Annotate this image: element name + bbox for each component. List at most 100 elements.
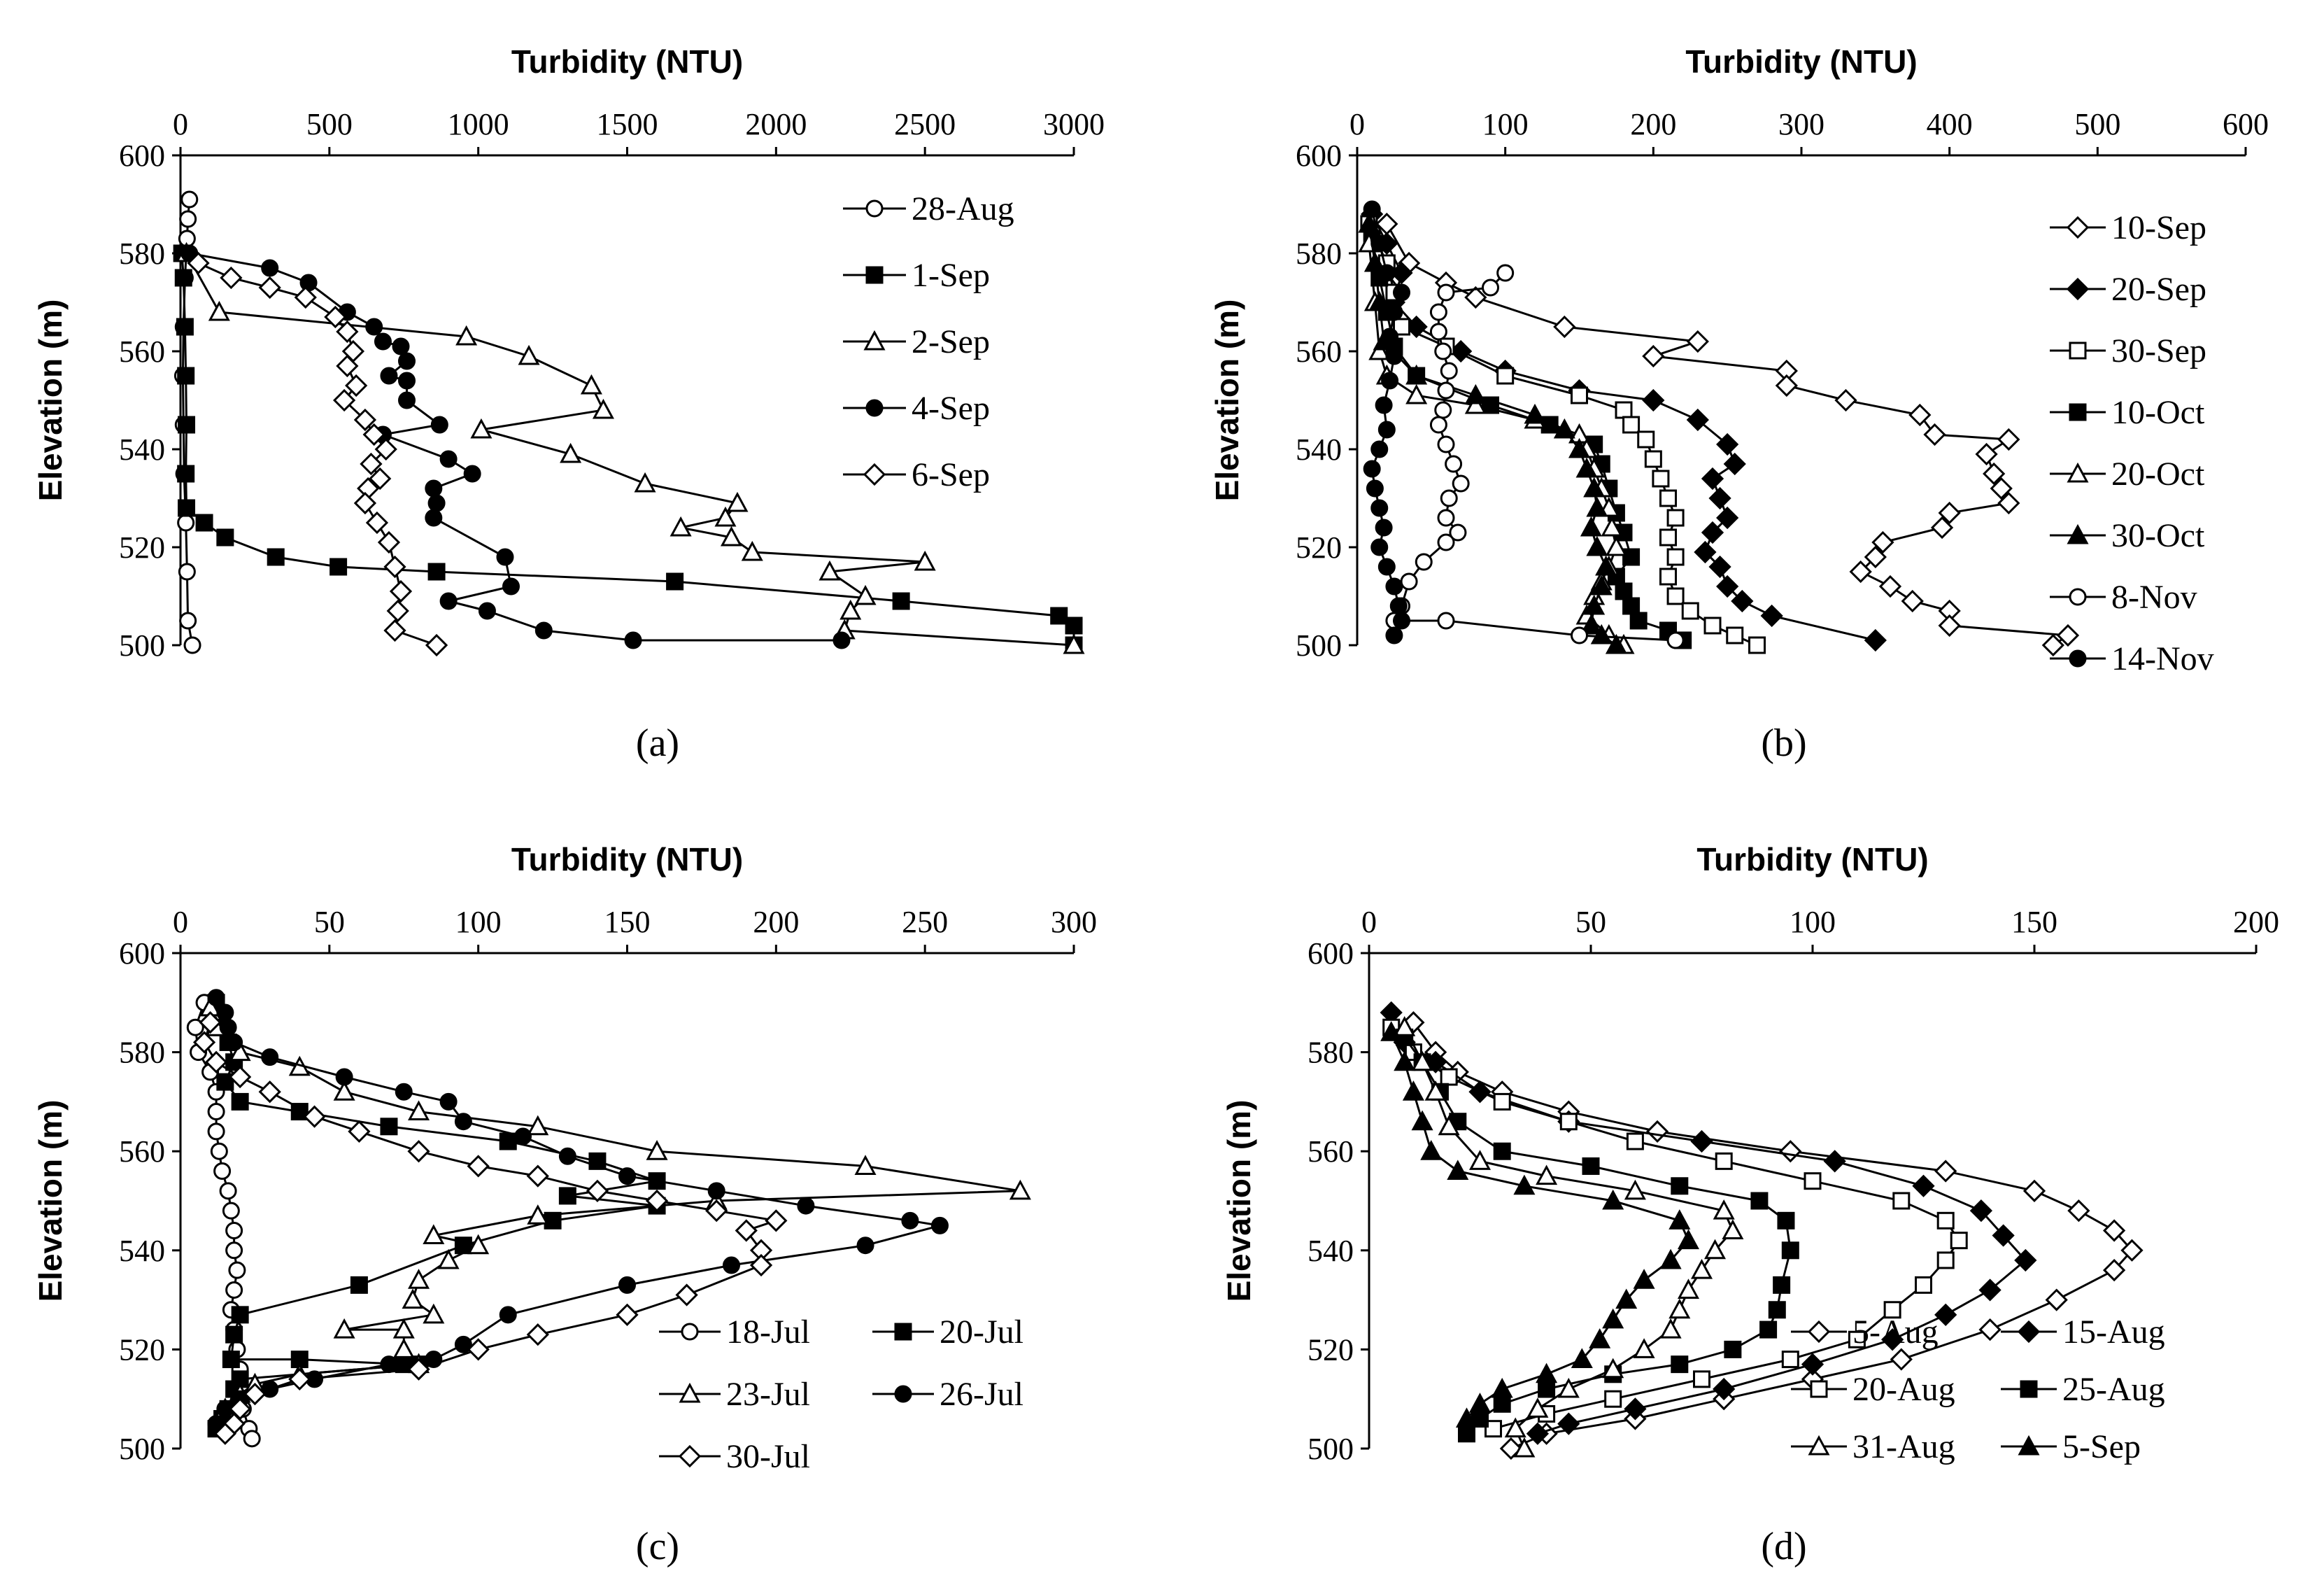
data-point [2102,1258,2126,1282]
x-tick-label: 50 [1575,905,1606,939]
data-point [1978,1278,2001,1302]
data-point [333,1080,355,1101]
data-point [1440,1068,1458,1086]
data-point [1493,1395,1511,1413]
data-point [514,1127,532,1146]
data-point [1701,467,1724,491]
data-point [377,530,401,554]
data-point [353,408,377,432]
data-point [1701,521,1724,544]
data-point [174,269,192,287]
data-point [216,1003,234,1022]
legend-item: 26-Jul [872,1376,1023,1413]
data-point [856,1237,874,1255]
data-point [1605,633,1627,654]
data-point [1370,499,1389,517]
data-point [1997,428,2020,451]
legend-label: 15-Aug [2062,1313,2165,1351]
legend-marker [865,266,884,284]
data-point [1604,1390,1622,1408]
data-point [225,1241,243,1260]
data-point [1694,540,1717,564]
panel-b-chart: 0 100 200 300 400 500 600 500 520 540 560 580 600 Tur… [1209,43,2269,765]
data-point [1553,418,1575,439]
data-point [360,452,383,476]
data-point [1642,388,1665,412]
x-axis-title: Turbidity (NTU) [511,43,743,80]
x-tick-label: 100 [455,905,502,939]
x-tick-label: 0 [1349,107,1365,141]
data-point [1394,1016,1416,1036]
legend-label: 18-Jul [726,1313,810,1351]
data-point [580,374,602,395]
series-6-sep [187,251,448,657]
legend-item: 15-Aug [2001,1313,2165,1351]
legend-label: 5-Aug [1852,1313,1939,1351]
data-point [219,1182,237,1200]
panel-label: (b) [1761,721,1806,765]
legend-label: 30-Sep [2111,332,2206,369]
data-point [1437,533,1455,551]
data-point [225,1221,243,1239]
data-point [1437,509,1455,527]
data-point [425,633,448,657]
legend-marker [865,199,884,218]
data-point [765,1209,788,1232]
data-point [261,1048,279,1066]
panel-a-chart: 0 500 1000 1500 2000 2500 3000 500 520 540 560 580 6… [32,43,1105,765]
data-point [1452,474,1470,493]
series-line [203,1022,777,1435]
data-point [1571,626,1588,644]
data-point [1411,1050,1433,1071]
data-point [439,450,458,468]
data-point [1901,589,1924,613]
data-point [1748,636,1766,654]
data-point [1950,1232,1968,1250]
data-point [425,479,443,498]
data-point [1716,506,1739,530]
y-tick-label: 500 [119,1432,165,1466]
data-point [183,636,201,654]
data-point [1602,1358,1624,1379]
legend-label: 14-Nov [2111,640,2214,677]
data-point [1659,568,1677,586]
data-point [1801,1353,1825,1376]
data-point [186,1018,204,1036]
legend-marker [2067,462,2089,483]
legend-item: 25-Aug [2001,1371,2165,1408]
data-point [1915,1276,1932,1294]
data-point [454,1335,472,1353]
legend-marker [894,1323,912,1341]
data-point [213,1422,236,1445]
data-point [195,514,213,532]
data-point [1393,318,1410,336]
data-point [1582,1157,1600,1175]
legend-label: 20-Aug [1852,1371,1955,1408]
series-line [215,996,940,1425]
series-4-sep [180,244,851,649]
data-point [199,1010,222,1034]
legend-item: 14-Nov [2050,640,2214,677]
data-point [243,1430,261,1448]
data-point [463,465,481,483]
legend-label: 20-Oct [2111,456,2205,493]
data-point [1681,602,1699,620]
data-point [669,516,692,537]
data-point [1615,401,1633,419]
data-point [1385,577,1403,596]
x-tick-label: 1000 [448,107,509,141]
data-point [1708,486,1731,510]
data-point [330,558,348,576]
data-point [1363,460,1381,478]
data-point [2102,1219,2126,1242]
y-axis-title: Elevation (m) [1221,1100,1257,1302]
data-point [219,1018,237,1036]
x-tick-label: 100 [1482,107,1529,141]
data-point [392,1338,415,1358]
data-point [222,1202,240,1220]
data-point [208,300,230,321]
data-point [1938,501,1961,525]
series-line [1390,1027,1961,1430]
legend-marker [678,1444,702,1468]
